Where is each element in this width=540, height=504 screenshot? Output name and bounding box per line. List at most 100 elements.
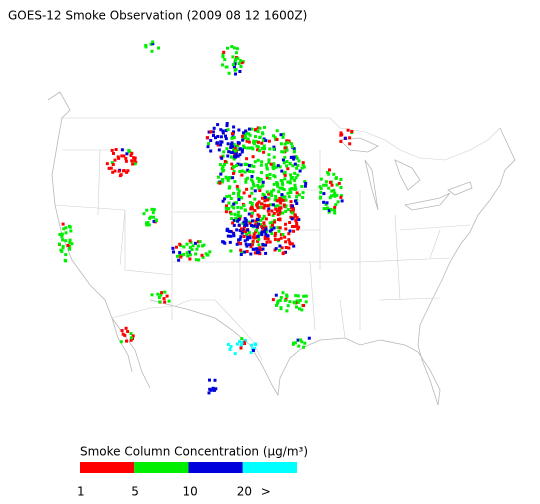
smoke-pixel [151, 211, 155, 215]
smoke-pixel [274, 194, 278, 198]
smoke-pixel [294, 155, 298, 159]
smoke-pixel [246, 176, 249, 180]
smoke-pixel [159, 293, 163, 297]
smoke-pixel [233, 68, 237, 72]
smoke-pixel [297, 344, 301, 348]
smoke-pixel [222, 240, 226, 244]
smoke-pixel [234, 216, 238, 220]
smoke-pixel [333, 208, 336, 212]
smoke-pixel [337, 181, 341, 185]
smoke-pixel [245, 157, 249, 161]
smoke-pixel [131, 334, 135, 338]
smoke-pixel [251, 155, 255, 159]
smoke-pixel [228, 348, 232, 351]
smoke-pixel [234, 155, 238, 159]
smoke-pixel [145, 208, 149, 212]
smoke-pixel [226, 179, 230, 182]
smoke-pixel [297, 159, 301, 163]
smoke-pixel [261, 196, 264, 200]
smoke-pixel [236, 148, 240, 152]
smoke-pixel [130, 159, 134, 163]
smoke-pixel [63, 258, 67, 262]
smoke-pixel [258, 246, 262, 250]
smoke-pixel [278, 165, 282, 169]
smoke-pixel [216, 175, 220, 179]
smoke-pixel [264, 232, 268, 236]
smoke-pixel [265, 167, 269, 171]
smoke-pixel [259, 178, 263, 181]
smoke-pixel [307, 336, 311, 340]
smoke-pixel [280, 196, 284, 200]
smoke-pixel [232, 172, 235, 175]
smoke-pixel [327, 210, 331, 214]
smoke-pixel [245, 233, 248, 237]
smoke-pixel [229, 212, 233, 216]
smoke-pixel [239, 253, 243, 256]
smoke-pixel [227, 150, 231, 154]
smoke-pixel [276, 213, 280, 217]
smoke-pixel [262, 144, 266, 148]
smoke-pixel [283, 235, 287, 239]
smoke-pixel [290, 206, 293, 210]
smoke-pixel [276, 164, 280, 168]
smoke-pixel [273, 234, 277, 238]
smoke-pixel [285, 139, 289, 143]
smoke-pixel [276, 299, 280, 303]
smoke-pixel [277, 238, 281, 242]
smoke-pixel [267, 192, 271, 196]
smoke-pixel [322, 183, 326, 187]
smoke-pixel [274, 293, 278, 297]
smoke-pixel [295, 221, 299, 225]
smoke-pixel [245, 139, 249, 143]
smoke-pixel [291, 207, 295, 211]
smoke-pixel [254, 230, 258, 234]
smoke-pixel [244, 180, 248, 184]
smoke-pixel [281, 233, 285, 236]
smoke-pixel [298, 307, 301, 311]
smoke-pixel [251, 182, 255, 186]
smoke-pixel [256, 213, 260, 217]
smoke-pixel [288, 229, 292, 233]
smoke-pixel [68, 238, 72, 242]
smoke-pixel [319, 187, 323, 191]
smoke-pixel [208, 387, 212, 391]
smoke-pixel [219, 172, 223, 176]
smoke-pixel [211, 130, 215, 134]
smoke-pixel [274, 204, 278, 208]
smoke-pixel [152, 215, 155, 219]
smoke-pixel [157, 296, 161, 299]
smoke-pixel [287, 195, 291, 199]
smoke-pixel [293, 149, 296, 153]
smoke-pixel [286, 191, 290, 195]
smoke-pixel [291, 208, 295, 212]
smoke-pixel [299, 338, 302, 342]
smoke-pixel [129, 154, 133, 157]
smoke-pixel [61, 222, 65, 226]
smoke-pixel [269, 225, 273, 229]
smoke-pixel [255, 247, 259, 251]
smoke-pixel [126, 169, 130, 173]
smoke-pixel [260, 141, 264, 145]
smoke-pixel [261, 131, 264, 135]
smoke-pixel [156, 292, 160, 296]
smoke-pixel [252, 235, 255, 239]
legend-swatch [134, 462, 189, 473]
smoke-pixel [272, 182, 276, 186]
smoke-pixel [224, 210, 228, 214]
smoke-pixel [225, 124, 229, 128]
smoke-pixel [336, 200, 340, 204]
smoke-pixel [282, 161, 286, 165]
smoke-pixel [289, 200, 293, 204]
smoke-pixel [267, 161, 271, 165]
smoke-pixel [243, 170, 247, 174]
smoke-pixel [278, 244, 282, 248]
smoke-pixel [256, 145, 260, 149]
smoke-pixel [70, 242, 74, 246]
smoke-pixel [283, 195, 287, 199]
smoke-pixel [245, 131, 248, 135]
smoke-pixel [259, 163, 263, 167]
smoke-pixel [243, 134, 247, 137]
smoke-pixel [221, 55, 225, 59]
smoke-pixel [257, 200, 261, 204]
smoke-pixel [188, 239, 192, 243]
